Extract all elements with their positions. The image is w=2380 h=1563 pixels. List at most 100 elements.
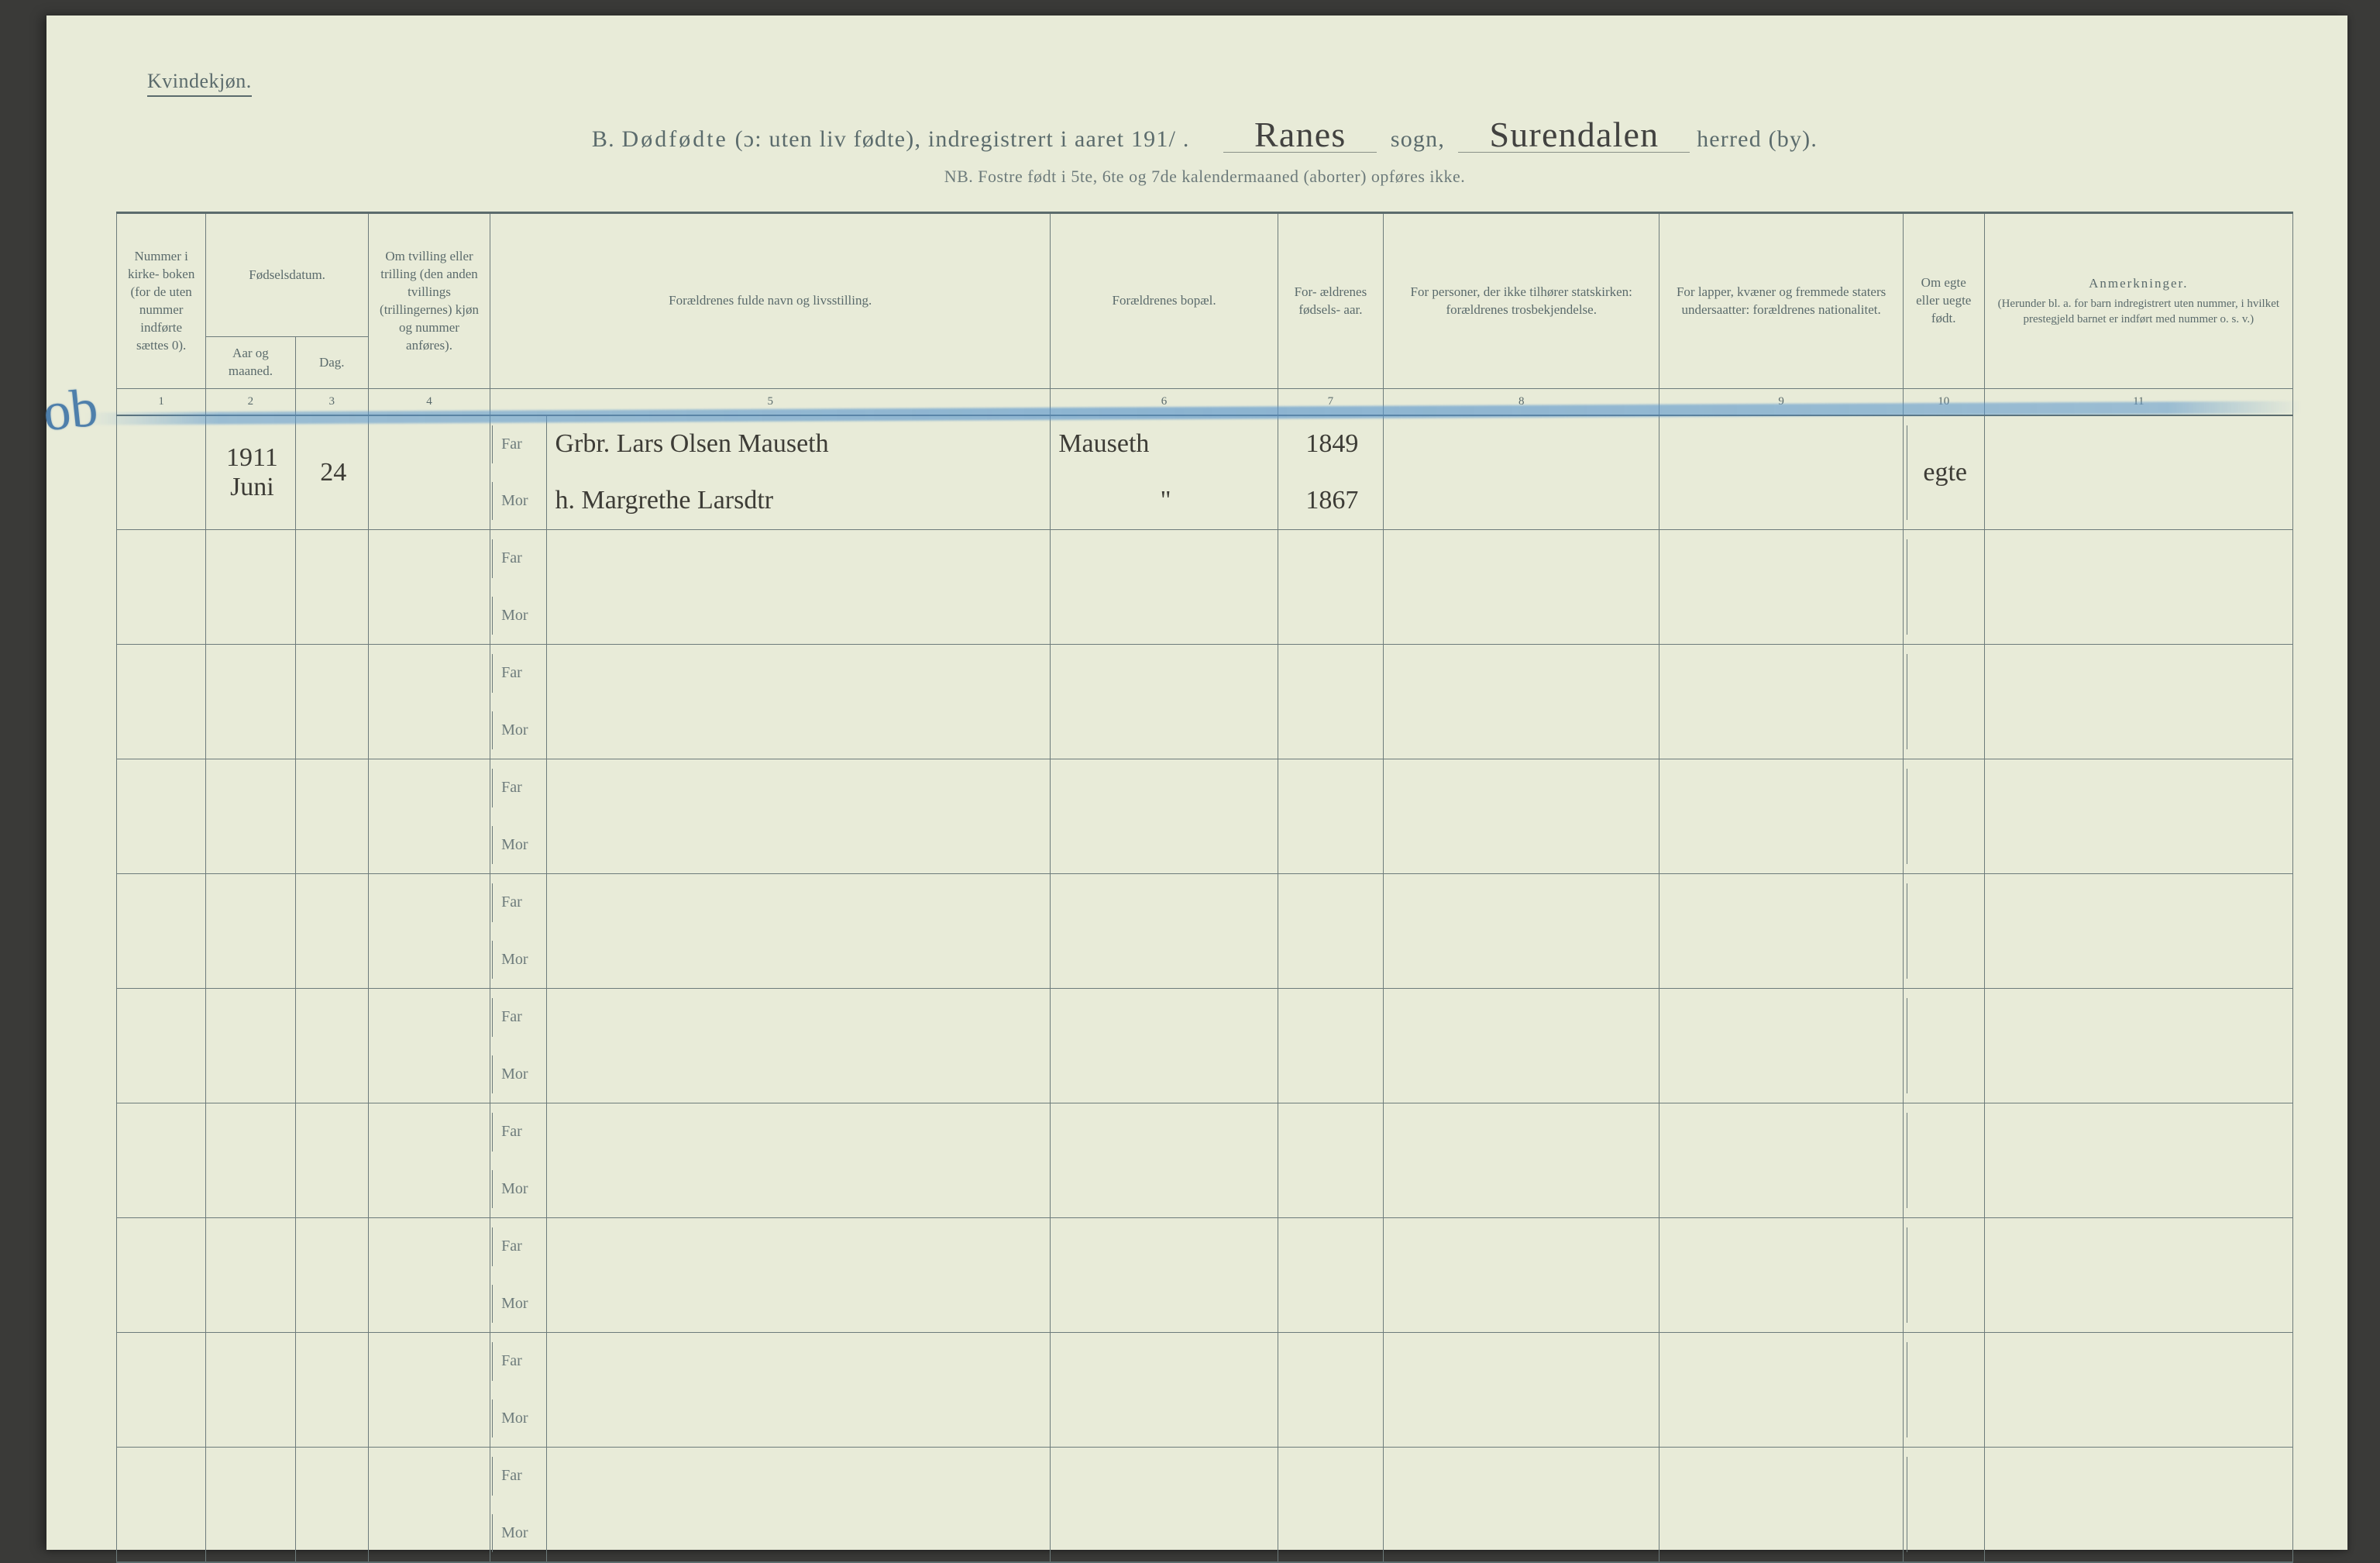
cell-remarks (1984, 645, 2292, 759)
cell-legit (1903, 1333, 1984, 1448)
cell-mor-bopael (1051, 1505, 1278, 1562)
cell-year-month (206, 989, 295, 1103)
mor-label: Mor (490, 473, 547, 530)
cell-number (117, 1333, 206, 1448)
cell-mor-faith (1384, 702, 1659, 759)
cell-twin (368, 1448, 490, 1562)
cell-mor-nat (1659, 931, 1903, 989)
colnum-9: 9 (1659, 389, 1903, 415)
table-row: Far (117, 1103, 2293, 1161)
herred-value: Surendalen (1458, 119, 1690, 153)
mor-label: Mor (490, 587, 547, 645)
cell-twin (368, 530, 490, 645)
cell-twin (368, 1333, 490, 1448)
cell-far-bopael (1051, 1448, 1278, 1505)
cell-mor-name (547, 817, 1051, 874)
colnum-2: 2 (206, 389, 295, 415)
cell-mor-birth (1278, 1505, 1383, 1562)
cell-mor-faith (1384, 1046, 1659, 1103)
colnum-6: 6 (1051, 389, 1278, 415)
cell-day (295, 1333, 368, 1448)
cell-far-nat (1659, 759, 1903, 817)
cell-twin (368, 1103, 490, 1218)
cell-far-name: Grbr. Lars Olsen Mauseth (547, 415, 1051, 473)
cell-mor-birth (1278, 1276, 1383, 1333)
cell-mor-nat (1659, 1390, 1903, 1448)
cell-twin (368, 759, 490, 874)
cell-far-nat (1659, 1333, 1903, 1390)
cell-year-month (206, 1103, 295, 1218)
table-row: Far (117, 1218, 2293, 1276)
cell-far-faith (1384, 1103, 1659, 1161)
cell-far-faith (1384, 645, 1659, 702)
cell-far-faith (1384, 530, 1659, 587)
cell-day (295, 1103, 368, 1218)
sogn-value: Ranes (1223, 119, 1377, 153)
cell-mor-birth (1278, 931, 1383, 989)
cell-day (295, 1218, 368, 1333)
cell-far-nat (1659, 1103, 1903, 1161)
cell-year-month (206, 530, 295, 645)
mor-label: Mor (490, 817, 547, 874)
cell-far-name (547, 530, 1051, 587)
cell-mor-faith (1384, 1161, 1659, 1218)
colnum-4: 4 (368, 389, 490, 415)
cell-year-month: 1911 Juni (206, 415, 295, 530)
cell-legit (1903, 759, 1984, 874)
far-label: Far (490, 989, 547, 1046)
cell-mor-birth (1278, 1390, 1383, 1448)
cell-far-bopael (1051, 1333, 1278, 1390)
cell-far-faith (1384, 1448, 1659, 1505)
cell-year-month (206, 645, 295, 759)
col-6-header: Forældrenes bopæl. (1051, 213, 1278, 389)
cell-mor-birth (1278, 587, 1383, 645)
cell-mor-bopael (1051, 1161, 1278, 1218)
col-1-header: Nummer i kirke- boken (for de uten numme… (117, 213, 206, 389)
cell-mor-nat (1659, 587, 1903, 645)
cell-number (117, 759, 206, 874)
cell-mor-nat (1659, 702, 1903, 759)
cell-mor-name (547, 1505, 1051, 1562)
cell-remarks (1984, 1448, 2292, 1562)
cell-far-bopael (1051, 874, 1278, 931)
far-label: Far (490, 1103, 547, 1161)
col-7-header: For- ældrenes fødsels- aar. (1278, 213, 1383, 389)
title-main-b: (ɔ: uten liv fødte), indregistrert i aar… (735, 126, 1169, 152)
cell-mor-bopael (1051, 702, 1278, 759)
cell-remarks (1984, 530, 2292, 645)
table-row: 1911 Juni 24 Far Grbr. Lars Olsen Mauset… (117, 415, 2293, 473)
register-table: Nummer i kirke- boken (for de uten numme… (116, 212, 2293, 1562)
margin-mark: ob (40, 377, 101, 445)
cell-far-faith (1384, 1218, 1659, 1276)
cell-mor-faith (1384, 1276, 1659, 1333)
cell-mor-bopael (1051, 1390, 1278, 1448)
cell-day (295, 759, 368, 874)
cell-number (117, 415, 206, 530)
entry-month: Juni (230, 473, 274, 501)
cell-far-birth (1278, 530, 1383, 587)
cell-mor-bopael (1051, 817, 1278, 874)
cell-far-birth (1278, 759, 1383, 817)
sogn-label: sogn, (1391, 126, 1445, 152)
cell-far-bopael (1051, 645, 1278, 702)
table-row: Far (117, 989, 2293, 1046)
mor-label: Mor (490, 1161, 547, 1218)
cell-far-faith (1384, 759, 1659, 817)
cell-remarks (1984, 989, 2292, 1103)
far-label: Far (490, 874, 547, 931)
cell-mor-birth: 1867 (1278, 473, 1383, 530)
far-label: Far (490, 1333, 547, 1390)
cell-mor-faith (1384, 817, 1659, 874)
mor-label: Mor (490, 1046, 547, 1103)
cell-day: 24 (295, 415, 368, 530)
colnum-1: 1 (117, 389, 206, 415)
colnum-5: 5 (490, 389, 1051, 415)
col-4-header: Om tvilling eller trilling (den anden tv… (368, 213, 490, 389)
colnum-8: 8 (1384, 389, 1659, 415)
col-11-sub: (Herunder bl. a. for barn indregistrert … (1991, 296, 2286, 328)
cell-year-month (206, 1218, 295, 1333)
gender-heading: Kvindekjøn. (147, 70, 252, 97)
far-label: Far (490, 415, 547, 473)
cell-far-name (547, 874, 1051, 931)
colnum-11: 11 (1984, 389, 2292, 415)
